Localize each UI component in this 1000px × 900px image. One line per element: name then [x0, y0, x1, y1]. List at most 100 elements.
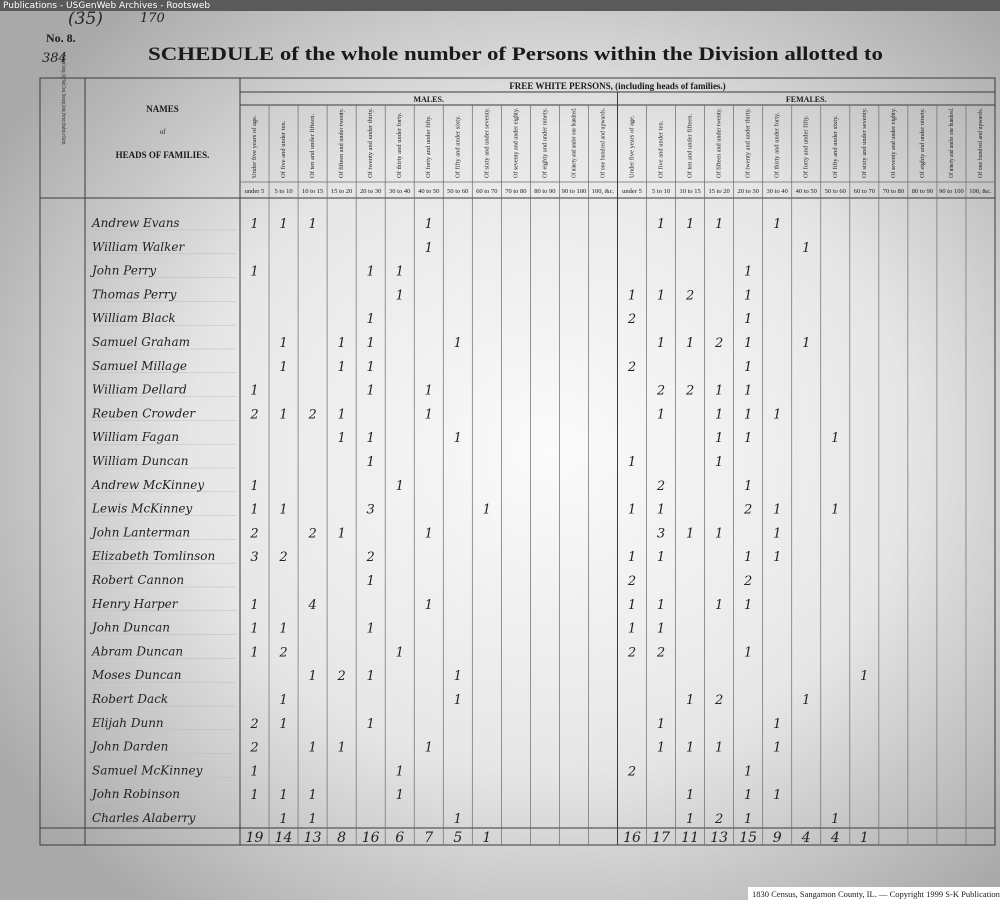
tally: 1 [396, 764, 404, 779]
tally: 1 [308, 788, 316, 803]
tally: 1 [279, 693, 287, 708]
tally: 3 [657, 526, 665, 541]
age-label: 40 to 50 [796, 188, 817, 195]
tally: 1 [279, 788, 287, 803]
column-total: 15 [739, 830, 757, 846]
tally: 1 [715, 407, 723, 422]
tally: 1 [744, 312, 752, 327]
males-header: MALES. [414, 95, 444, 104]
tally: 1 [773, 717, 781, 732]
schedule-title: SCHEDULE of the whole number of Persons … [148, 44, 883, 65]
tally: 1 [367, 431, 375, 446]
tally: 1 [396, 288, 404, 303]
circled-note: (35) [68, 9, 103, 29]
tally: 1 [744, 550, 752, 565]
age-label: 90 to 100 [562, 188, 587, 195]
age-label: 100, &c. [592, 188, 615, 195]
tally: 1 [686, 336, 694, 351]
tally: 1 [744, 788, 752, 803]
district-header: Name of County, City, Ward, Town, Townsh… [60, 55, 67, 145]
age-label: 50 to 60 [825, 188, 846, 195]
column-heading: Under five years of age. [629, 115, 636, 178]
head-of-family: Robert Cannon [91, 573, 184, 587]
tally: 1 [744, 764, 752, 779]
tally: 1 [657, 550, 665, 565]
tally: 1 [773, 217, 781, 232]
females-header: FEMALES. [786, 95, 827, 104]
column-total: 13 [710, 830, 728, 846]
tally: 1 [831, 431, 839, 446]
age-label: 5 to 10 [652, 188, 670, 195]
tally: 1 [396, 645, 404, 660]
head-of-family: William Black [92, 311, 176, 325]
age-label: 20 to 30 [738, 188, 759, 195]
tally: 1 [367, 336, 375, 351]
head-of-family: John Duncan [89, 621, 170, 635]
tally: 2 [743, 503, 752, 518]
column-heading: Of forty and under fifty. [803, 115, 810, 178]
age-label: 60 to 70 [476, 188, 497, 195]
age-label: 50 to 60 [447, 188, 468, 195]
tally: 1 [367, 312, 375, 327]
head-of-family: John Darden [89, 740, 168, 754]
tally: 1 [425, 407, 433, 422]
tally: 1 [686, 741, 694, 756]
column-total: 17 [652, 830, 670, 846]
tally: 1 [744, 360, 752, 375]
tally: 1 [337, 407, 345, 422]
tally: 1 [831, 503, 839, 518]
tally: 1 [657, 622, 665, 637]
column-total: 4 [830, 830, 840, 846]
tally: 3 [250, 550, 258, 565]
tally: 2 [249, 741, 258, 756]
head-of-family: Andrew McKinney [91, 478, 204, 492]
tally: 1 [454, 336, 462, 351]
tally: 1 [686, 217, 694, 232]
column-total: 19 [246, 830, 264, 846]
tally: 1 [628, 550, 636, 565]
age-label: 80 to 90 [534, 188, 555, 195]
column-total: 7 [424, 830, 433, 846]
head-of-family: Lewis McKinney [91, 502, 193, 516]
column-total: 13 [304, 830, 322, 846]
tally: 1 [657, 717, 665, 732]
column-heading: Of ten and under fifteen. [687, 114, 694, 178]
tally: 1 [250, 598, 258, 613]
column-total: 4 [801, 830, 811, 846]
tally: 1 [308, 741, 316, 756]
column-heading: Of sixty and under seventy. [483, 108, 490, 178]
head-of-family: Reuben Crowder [91, 406, 196, 420]
tally: 1 [773, 503, 781, 518]
head-of-family: Abram Duncan [91, 644, 183, 658]
column-heading: Of seventy and under eighty. [890, 108, 897, 178]
column-heading: Of sixty and under seventy. [861, 108, 868, 178]
tally: 1 [657, 336, 665, 351]
tally: 1 [279, 812, 287, 827]
tally: 1 [744, 645, 752, 660]
column-heading: Of one hundred and upwards. [977, 108, 984, 178]
tally: 1 [773, 788, 781, 803]
tally: 1 [686, 788, 694, 803]
age-label: 30 to 40 [389, 188, 410, 195]
tally: 2 [307, 407, 316, 422]
tally: 1 [773, 407, 781, 422]
tally: 1 [744, 431, 752, 446]
tally: 1 [628, 598, 636, 613]
folio-number: 384 [42, 51, 67, 66]
tally: 1 [308, 812, 316, 827]
column-total: 16 [362, 830, 380, 846]
head-of-family: Samuel McKinney [92, 763, 203, 777]
tally: 1 [250, 788, 258, 803]
column-heading: Of five and under ten. [280, 120, 287, 178]
tally: 1 [715, 217, 723, 232]
tally: 1 [657, 741, 665, 756]
tally: 1 [773, 550, 781, 565]
tally: 1 [454, 812, 462, 827]
tally: 2 [278, 550, 287, 565]
tally: 2 [627, 645, 636, 660]
tally: 1 [367, 669, 375, 684]
tally: 2 [656, 645, 665, 660]
tally: 1 [337, 336, 345, 351]
tally: 1 [250, 217, 258, 232]
tally: 2 [249, 526, 258, 541]
